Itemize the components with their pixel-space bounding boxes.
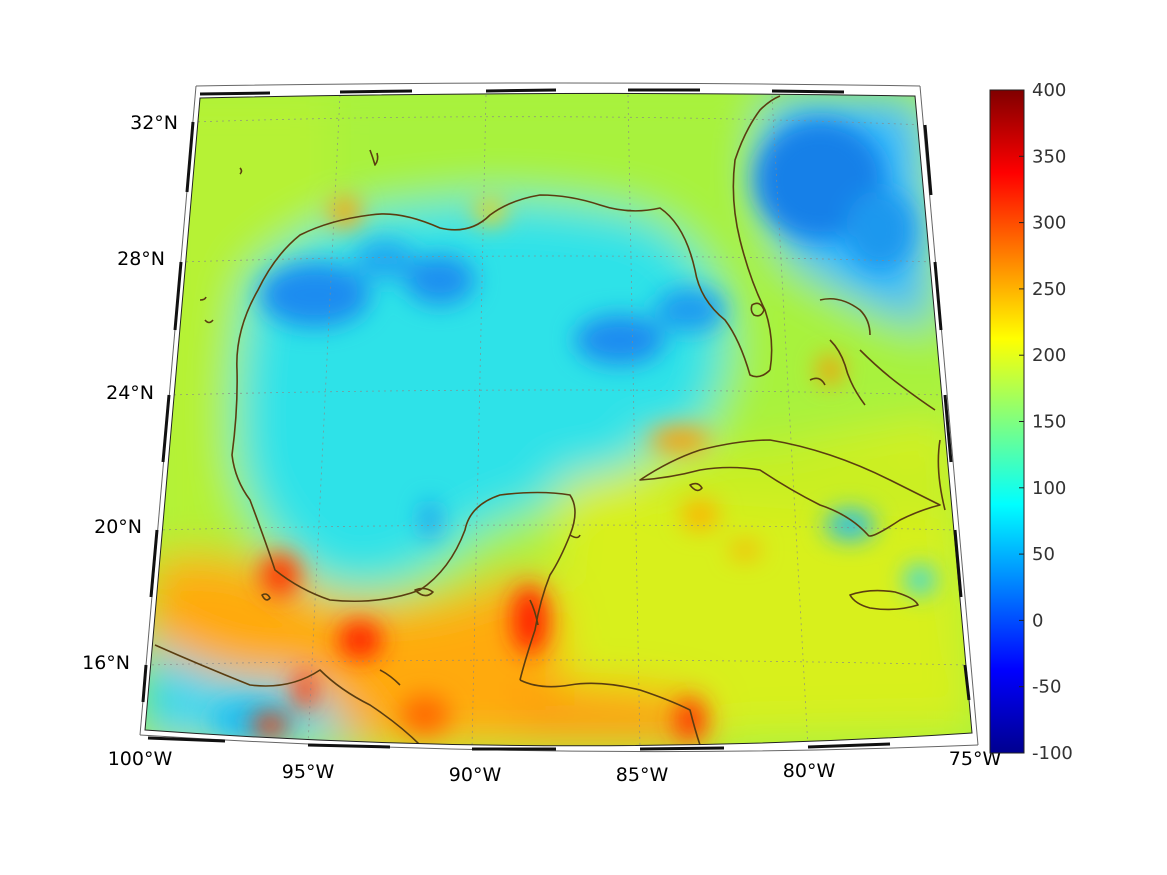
colorbar-tick-label: 300 — [1032, 213, 1066, 234]
lon-label: 80°W — [783, 760, 836, 782]
lon-label: 90°W — [449, 764, 502, 786]
colorbar-ticks: 400 350 300 250 200 150 100 50 0 -50 -100 — [1019, 80, 1073, 764]
colorbar: 400 350 300 250 200 150 100 50 0 -50 -100 — [989, 80, 1073, 764]
map-border-ticks — [141, 88, 971, 751]
lon-label: 85°W — [616, 764, 669, 786]
lon-label: 100°W — [108, 748, 173, 770]
colorbar-gradient — [989, 89, 1025, 754]
lat-label: 20°N — [94, 516, 142, 538]
colorbar-tick-label: -50 — [1032, 677, 1061, 698]
colorbar-tick-label: 150 — [1032, 412, 1066, 433]
colorbar-tick-label: 250 — [1032, 279, 1066, 300]
colorbar-tick-label: 0 — [1032, 610, 1043, 631]
map-field — [145, 93, 972, 746]
lon-label: 95°W — [282, 761, 335, 783]
lat-label: 28°N — [117, 248, 165, 270]
coastlines — [154, 95, 946, 746]
colorbar-tick-label: 400 — [1032, 80, 1066, 101]
lat-label: 32°N — [130, 112, 178, 134]
colorbar-tick-label: 350 — [1032, 146, 1066, 167]
graticule — [145, 94, 966, 746]
colorbar-tick-label: -100 — [1032, 743, 1073, 764]
colorbar-tick-label: 100 — [1032, 478, 1066, 499]
longitude-labels: 100°W 95°W 90°W 85°W 80°W 75°W — [108, 748, 1002, 786]
lat-label: 24°N — [106, 382, 154, 404]
latitude-labels: 32°N 28°N 24°N 20°N 16°N — [82, 112, 178, 674]
lat-label: 16°N — [82, 652, 130, 674]
lon-label: 75°W — [949, 748, 1002, 770]
colorbar-tick-label: 200 — [1032, 345, 1066, 366]
colorbar-tick-label: 50 — [1032, 544, 1055, 565]
